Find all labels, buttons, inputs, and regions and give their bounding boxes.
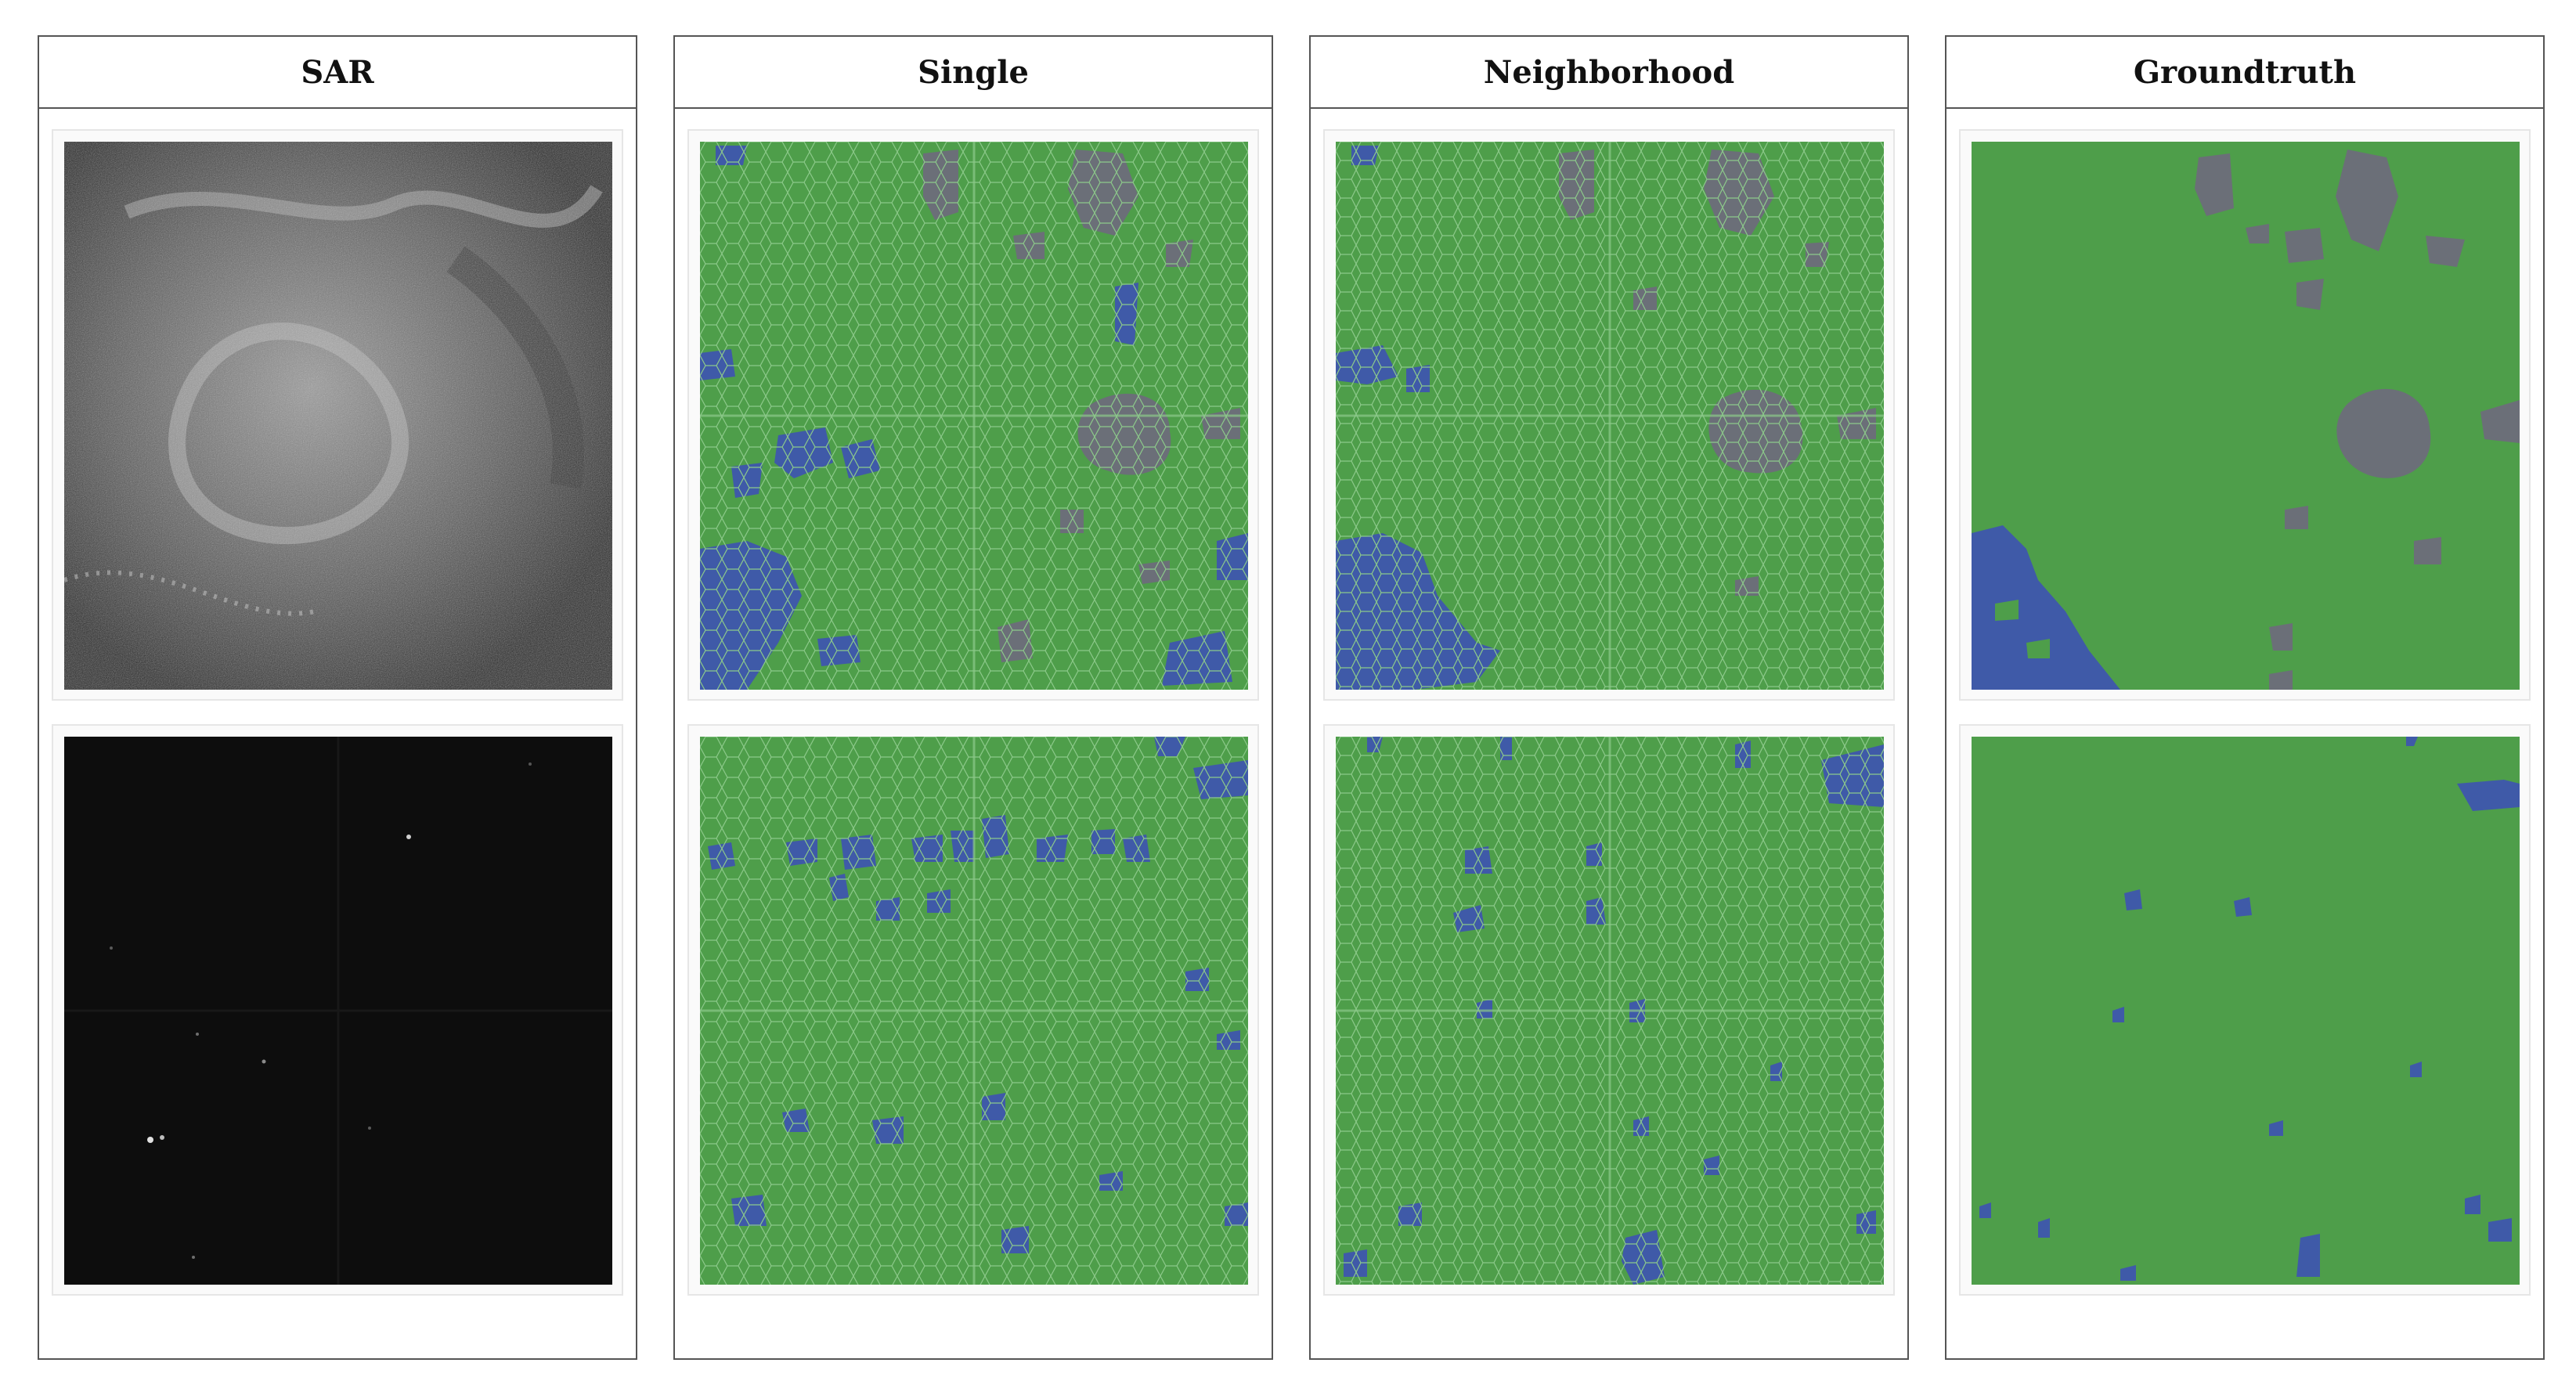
neighborhood-map-top — [1336, 142, 1884, 690]
single-map-bottom-frame — [687, 724, 1259, 1296]
panel-neighborhood: Neighborhood — [1309, 35, 1909, 1360]
column-title-groundtruth: Groundtruth — [1946, 37, 2543, 109]
single-map-top — [700, 142, 1248, 690]
column-title-single: Single — [675, 37, 1272, 109]
single-map-bottom — [700, 737, 1248, 1285]
groundtruth-map-bottom-frame — [1959, 724, 2531, 1296]
column-title-sar: SAR — [39, 37, 636, 109]
sar-image-bottom-frame — [52, 724, 623, 1296]
panel-groundtruth: Groundtruth — [1945, 35, 2545, 1360]
sar-image-bottom — [64, 737, 612, 1285]
column-title-neighborhood: Neighborhood — [1311, 37, 1907, 109]
neighborhood-map-bottom — [1336, 737, 1884, 1285]
neighborhood-map-bottom-frame — [1323, 724, 1895, 1296]
panel-single: Single — [673, 35, 1273, 1360]
neighborhood-map-top-frame — [1323, 129, 1895, 701]
sar-image-top — [64, 142, 612, 690]
groundtruth-map-top-frame — [1959, 129, 2531, 701]
sar-image-top-frame — [52, 129, 623, 701]
panel-sar: SAR — [38, 35, 637, 1360]
groundtruth-map-top — [1972, 142, 2520, 690]
groundtruth-map-bottom — [1972, 737, 2520, 1285]
single-map-top-frame — [687, 129, 1259, 701]
